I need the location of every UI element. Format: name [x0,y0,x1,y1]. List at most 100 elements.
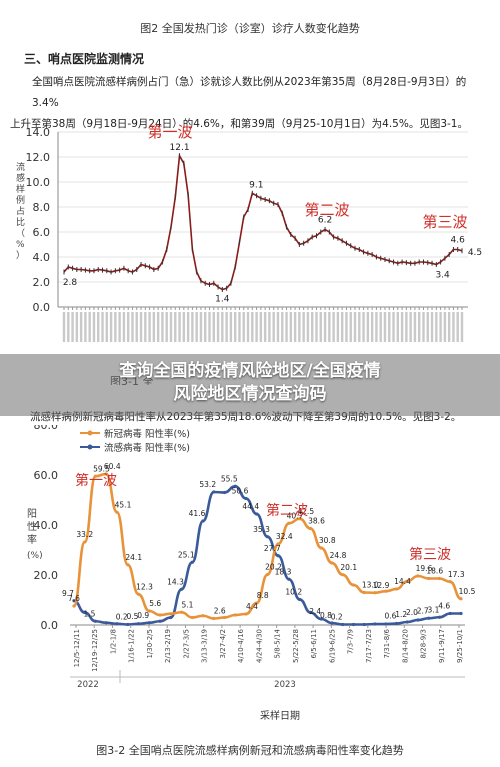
x-tick-label [452,312,455,342]
x-tick-label [195,312,198,342]
flu-data-label: 0.6 [385,612,397,621]
flu-series-data-point [276,554,280,558]
covid-data-label: 20.1 [340,563,357,572]
overlay-banner [0,354,500,416]
x-tick-label: 12/19-12/25 [91,629,99,672]
flu-data-label: 9.7 [62,589,74,598]
flu-series-data-point [222,490,227,495]
x-tick-label [349,312,352,342]
x-tick-label [174,312,177,342]
x-tick-label [298,312,301,342]
x-tick-label [306,312,310,342]
covid-data-label: 40.7 [287,511,304,520]
x-tick-label [246,312,250,342]
flu-series-data-point [427,616,431,620]
covid-data-label: 45.1 [115,500,132,509]
covid-series-data-point [212,616,216,621]
covid-data-label: 8.8 [257,591,269,600]
flu-data-label: 55.5 [221,474,238,483]
x-tick-label: 6/19-6/25 [328,629,336,663]
x-tick-label: 9/11-9/17 [438,629,446,663]
covid-data-label: 14.4 [394,577,411,586]
positivity-rate-chart: 80.0 60.0 40.0 20.0 0.0 阳性率 (%) 新冠病毒 阳性率(%) 流感病毒… [27,425,476,722]
wave-label: 第三波 [409,546,451,563]
flu-data-label: 0.2 [331,613,343,622]
x-tick-label [75,312,79,342]
y-axis-unit: (%) [27,551,43,561]
covid-data-label: 17.3 [448,570,465,579]
covid-data-label: 38.6 [308,517,325,526]
covid-data-label: 24.1 [125,553,142,562]
y-tick-label: 14.0 [26,126,51,139]
x-tick-label [379,312,382,342]
flu-series-data-point [287,577,291,581]
x-axis-label: 采样日期 [260,709,300,722]
y-axis-label: 阳性率 [27,508,37,546]
flu-data-label: 4.6 [438,602,450,611]
flu-series-data-point [298,597,302,602]
covid-data-label: 7.6 [68,594,80,603]
covid-series-data-point [308,526,313,531]
x-tick-label [97,312,100,342]
y-tick-label: 12.0 [26,151,51,164]
covid-data-label: 5.1 [182,600,194,609]
x-tick-label [345,312,348,342]
covid-series-data-point [104,472,108,476]
x-tick-label: 8/28-9/3 [420,629,428,659]
flu-series-data-point [201,519,205,523]
x-tick-label [79,312,83,342]
x-tick-label: 12/5-12/11 [73,629,81,667]
covid-series-data-point [265,572,270,577]
flu-series-data-point [115,622,119,626]
flu-series-data-point [126,622,130,627]
flu-data-label: 3.1 [428,605,440,614]
x-tick-label [353,312,357,342]
x-tick-label [439,312,442,342]
x-tick-label [221,312,224,342]
x-tick-label: 3/27-4/2 [219,629,227,659]
covid-series-data-point [384,589,388,593]
x-tick-label [413,312,417,342]
covid-series-data-point [427,576,431,581]
flu-data-label: 0.9 [137,611,149,620]
covid-series-data-point [416,574,420,578]
covid-series-data-point [459,597,463,601]
x-tick-label [418,312,421,342]
x-tick-label [460,312,464,342]
flu-series-data-point [384,622,388,626]
y-tick-label: 40.0 [34,519,59,532]
flu-series-data-point [341,622,345,627]
flu-data-label: 14.3 [167,577,184,586]
x-tick-label: 1/16-1/22 [128,629,136,663]
covid-series-data-point [298,517,302,521]
x-tick-label [105,312,108,342]
covid-series-data-point [287,521,291,525]
x-tick-label [323,312,327,342]
flu-series-data-point [255,512,259,516]
x-tick-label [161,312,164,342]
x-tick-label [148,312,151,342]
x-tick-label [212,312,215,342]
overlay-banner-text: 查询全国的疫情风险地区/全国疫情 风险地区情况查询码 [40,360,460,406]
y-tick-label: 8.0 [33,201,51,214]
covid-series-data-point [179,610,184,614]
x-tick-label [204,312,207,342]
x-tick-label [293,312,297,342]
x-tick-label [358,312,361,342]
flu-data-label: 2.4 [309,607,321,616]
x-group-label: 2022 [77,680,99,690]
flu-series-data-point [169,615,173,620]
x-tick-label [208,312,211,342]
covid-data-label: 19.6 [416,564,433,573]
x-tick-label [67,312,70,342]
x-tick-label [84,312,87,342]
x-tick-label [315,312,318,342]
flu-data-label: 0.2 [116,613,128,622]
x-tick-label [426,312,429,342]
section-title: 三、哨点医院监测情况 [24,52,145,66]
x-tick-label [216,312,220,342]
x-tick-label [71,312,74,342]
x-tick-label [400,312,404,342]
x-tick-label [336,312,340,342]
covid-series-data-point [276,542,280,546]
